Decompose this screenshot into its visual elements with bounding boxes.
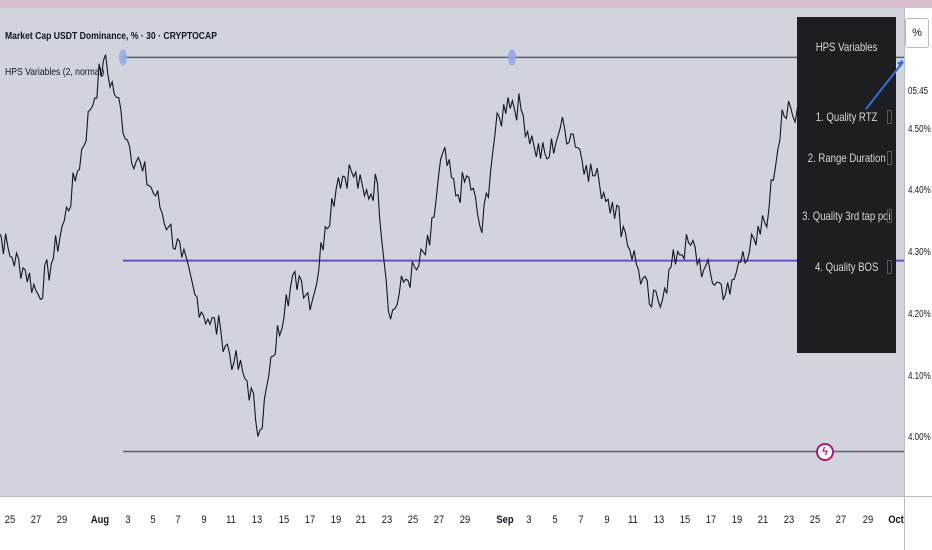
time-tick-label: 5 [552, 514, 558, 526]
top-accent-bar [0, 0, 932, 8]
axis-corner [904, 496, 932, 550]
hps-row-label: 4. Quality BOS [814, 260, 879, 274]
time-tick-label: 11 [226, 514, 236, 526]
time-tick-label: 3 [526, 514, 532, 526]
flash-event-icon[interactable]: ϟ [816, 443, 834, 461]
time-tick-label: 27 [30, 514, 42, 526]
time-tick-label: 23 [381, 514, 393, 526]
time-tick-label: 19 [330, 514, 342, 526]
hps-title-text: HPS Variables [815, 40, 878, 54]
hps-row-quality-rtz: 1. Quality RTZ [797, 100, 896, 134]
time-tick-label: 29 [56, 514, 68, 526]
chart-title: Market Cap USDT Dominance, % · 30 · CRYP… [5, 30, 217, 42]
price-tick-label: 4.00% [908, 432, 931, 443]
time-tick-label: 27 [835, 514, 847, 526]
time-tick-label: 7 [578, 514, 584, 526]
time-tick-label: Oct [888, 514, 904, 526]
time-tick-label: 15 [679, 514, 691, 526]
price-tick-label: 4.20% [908, 309, 931, 320]
price-axis[interactable]: 05:45 4.50% 4.40% 4.30% 4.20% 4.10% 4.00… [904, 8, 932, 496]
time-tick-label: 19 [731, 514, 743, 526]
time-tick-label: Sep [496, 514, 514, 526]
time-tick-label: 17 [705, 514, 717, 526]
percent-scale-button[interactable]: % [905, 18, 929, 48]
time-tick-label: 7 [175, 514, 181, 526]
price-chart[interactable] [0, 8, 904, 496]
time-tick-label: 9 [201, 514, 207, 526]
pivot-marker [119, 49, 127, 66]
hps-panel-title: HPS Variables [797, 30, 896, 64]
time-tick-label: 29 [459, 514, 471, 526]
time-tick-label: 21 [757, 514, 769, 526]
time-tick-label: 25 [407, 514, 419, 526]
indicator-legend[interactable]: HPS Variables (2, normal) [5, 66, 105, 78]
price-tick-label: 4.10% [908, 371, 931, 382]
pivot-markers [119, 49, 516, 66]
time-tick-label: Aug [90, 514, 110, 526]
time-tick-label: 17 [304, 514, 316, 526]
hps-row-label: 2. Range Duration [807, 151, 886, 165]
time-tick-label: 5 [150, 514, 156, 526]
chart-area[interactable]: Market Cap USDT Dominance, % · 30 · CRYP… [0, 8, 904, 496]
hps-row-quality-3rd-tap: 3. Quality 3rd tap poi [797, 199, 896, 233]
hps-row-value-box [887, 260, 892, 274]
time-tick-label: 29 [862, 514, 874, 526]
time-tick-label: 15 [278, 514, 290, 526]
time-tick-label: 13 [653, 514, 665, 526]
hps-row-label: 1. Quality RTZ [815, 110, 878, 124]
time-tick-label: 27 [433, 514, 445, 526]
time-tick-label: 9 [604, 514, 610, 526]
time-tick-label: 25 [4, 514, 16, 526]
price-tick-label: 05:45 [908, 86, 929, 97]
hps-row-value-box [887, 110, 892, 124]
hps-row-quality-bos: 4. Quality BOS [797, 250, 896, 284]
hps-row-value-box [887, 151, 892, 165]
time-tick-label: 3 [125, 514, 131, 526]
price-tick-label: 4.30% [908, 247, 931, 258]
hps-row-value-box [887, 209, 892, 223]
time-tick-label: 25 [809, 514, 821, 526]
price-tick-label: 4.50% [908, 124, 931, 135]
time-tick-label: 13 [251, 514, 263, 526]
price-line [0, 48, 809, 437]
time-tick-label: 21 [355, 514, 367, 526]
pivot-marker [508, 49, 516, 66]
hps-variables-panel: HPS Variables 1. Quality RTZ 2. Range Du… [797, 17, 896, 353]
time-tick-label: 23 [783, 514, 795, 526]
time-axis[interactable] [0, 496, 904, 550]
hps-row-range-duration: 2. Range Duration [797, 141, 896, 175]
time-tick-label: 11 [628, 514, 638, 526]
price-tick-label: 4.40% [908, 185, 931, 196]
hps-row-label: 3. Quality 3rd tap poi [802, 209, 891, 223]
